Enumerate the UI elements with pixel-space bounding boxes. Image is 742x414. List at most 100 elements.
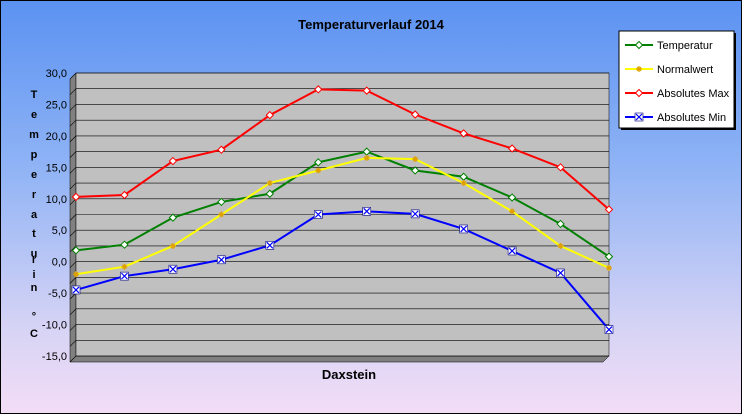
data-point-x <box>460 225 468 233</box>
gridline-wall <box>69 88 77 95</box>
data-point-star <box>73 271 79 278</box>
data-point-x <box>557 269 564 277</box>
y-tick-label: 25,0 <box>46 99 67 111</box>
gridline-wall <box>69 230 77 237</box>
data-point-diamond <box>120 240 129 249</box>
y-axis-label-glyph: t <box>32 228 36 240</box>
data-point-diamond <box>217 197 226 207</box>
data-point-x <box>314 211 322 218</box>
y-tick-label: 20,0 <box>46 131 67 143</box>
data-point-diamond <box>71 246 81 255</box>
data-point-diamond <box>604 205 614 214</box>
gridline-wall <box>69 104 77 111</box>
y-tick-label: -10,0 <box>42 320 67 332</box>
series-line-absolutes-max <box>75 88 610 211</box>
data-point-diamond <box>634 88 644 98</box>
y-axis-label-glyph: m <box>29 129 39 141</box>
data-point-diamond <box>604 252 614 261</box>
data-point-diamond <box>217 145 226 154</box>
legend-label-absolutes-min: Absolutes Min <box>657 112 726 124</box>
y-tick-label: 0,0 <box>52 257 67 269</box>
data-point-star <box>636 66 642 72</box>
data-point-diamond <box>362 86 371 95</box>
legend-label-absolutes-max: Absolutes Max <box>657 88 730 100</box>
series-line-absolutes-min <box>75 210 610 331</box>
data-point-x <box>121 272 128 280</box>
y-axis-label-glyph: r <box>32 254 37 266</box>
y-tick-label: -5,0 <box>48 288 67 300</box>
data-point-star <box>315 167 322 174</box>
y-tick-label: -15,0 <box>42 351 67 363</box>
data-point-diamond <box>507 144 517 153</box>
y-axis-label-glyph: C <box>30 328 38 340</box>
y-axis-label-glyph: T <box>31 89 38 101</box>
data-point-star <box>169 242 176 249</box>
data-point-diamond <box>507 193 517 202</box>
series-line-normalwert <box>75 156 610 276</box>
data-point-star <box>509 208 516 215</box>
chart-title: Temperaturverlauf 2014 <box>298 17 444 32</box>
y-axis-label-glyph: a <box>31 209 38 221</box>
plot-floor <box>69 355 610 363</box>
data-point-diamond <box>556 219 565 229</box>
gridline-wall <box>69 308 77 316</box>
data-point-star <box>460 180 467 187</box>
x-axis-label: Daxstein <box>322 367 376 382</box>
gridline-wall <box>69 340 77 347</box>
gridline-wall <box>69 167 77 174</box>
data-point-x <box>411 210 419 218</box>
data-point-x <box>217 256 225 264</box>
gridline-wall <box>69 277 77 284</box>
data-point-x <box>72 286 80 294</box>
data-point-diamond <box>71 192 81 202</box>
data-point-star <box>363 154 370 161</box>
legend-label-normalwert: Normalwert <box>657 64 713 76</box>
data-point-diamond <box>314 85 323 94</box>
data-point-diamond <box>556 163 565 172</box>
data-point-diamond <box>410 110 420 119</box>
y-axis-label-glyph: p <box>31 149 38 161</box>
data-point-star <box>412 156 419 163</box>
data-point-diamond <box>459 129 468 138</box>
data-point-star <box>266 180 273 187</box>
gridline-wall <box>69 324 77 331</box>
gridline-wall <box>69 245 77 253</box>
legend-label-temperatur: Temperatur <box>657 40 713 52</box>
data-point-diamond <box>265 110 275 120</box>
data-point-x <box>169 265 177 273</box>
data-point-diamond <box>120 190 129 200</box>
data-point-star <box>606 264 612 271</box>
gridline-wall <box>69 135 77 143</box>
y-axis-label-glyph: ° <box>32 311 36 323</box>
data-point-diamond <box>410 166 420 175</box>
data-point-x <box>363 207 371 215</box>
gridline-wall <box>69 72 77 80</box>
data-point-star <box>218 211 225 218</box>
data-point-diamond <box>265 189 275 198</box>
y-axis-label-glyph: i <box>32 269 35 281</box>
y-axis-label-glyph: r <box>32 189 37 201</box>
y-axis-label-glyph: e <box>31 169 37 181</box>
y-tick-label: 5,0 <box>52 225 67 237</box>
data-point-diamond <box>168 156 178 166</box>
gridline-wall <box>69 182 77 190</box>
gridline-wall <box>69 119 77 127</box>
y-tick-label: 30,0 <box>46 68 67 80</box>
data-point-x <box>266 241 274 249</box>
series-line-temperatur <box>75 150 610 258</box>
gridline-wall <box>69 261 77 268</box>
data-point-x <box>605 326 613 334</box>
data-point-x <box>635 113 643 121</box>
data-point-diamond <box>634 40 644 50</box>
gridline-wall <box>69 214 77 221</box>
data-point-star <box>121 263 128 270</box>
y-axis-label-glyph: e <box>31 109 37 121</box>
y-tick-label: 10,0 <box>46 194 67 206</box>
data-point-star <box>557 242 564 249</box>
data-point-diamond <box>314 158 323 167</box>
gridline-wall <box>69 151 77 158</box>
y-axis-label-glyph: u <box>31 248 38 260</box>
data-point-x <box>508 247 516 255</box>
